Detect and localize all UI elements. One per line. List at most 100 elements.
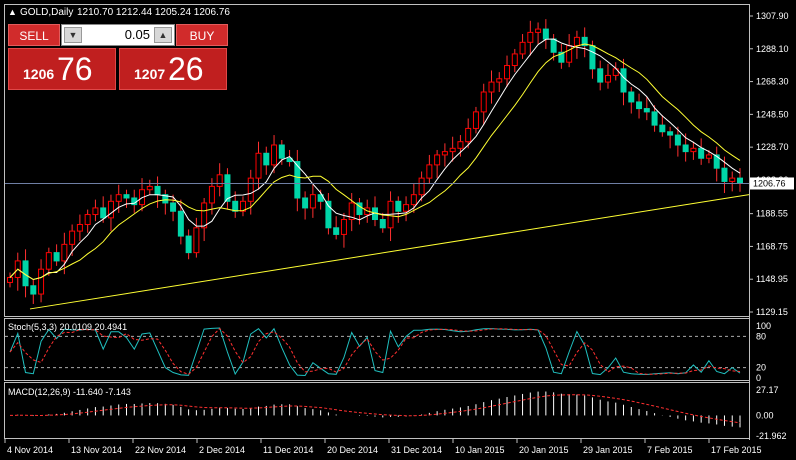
time-tick-label: 29 Jan 2015 — [583, 445, 633, 455]
candle-body — [519, 41, 526, 55]
trendline[interactable] — [29, 194, 750, 310]
candle-body — [92, 207, 99, 216]
price-tick-label: 1288.10 — [756, 44, 789, 54]
price-tick-label: 1248.50 — [756, 109, 789, 119]
candle-body — [573, 36, 580, 47]
buy-price-prefix: 1207 — [134, 66, 166, 82]
candle-body — [682, 144, 689, 153]
buy-price-box[interactable]: 1207 26 — [119, 48, 227, 90]
current-price-label: 1206.76 — [753, 178, 786, 188]
stoch-label: Stoch(5,3,3) 20.0109 20.4941 — [8, 322, 127, 332]
time-tick-label: 10 Jan 2015 — [455, 445, 505, 455]
candle-body — [558, 51, 565, 63]
candle-body — [61, 243, 68, 262]
candle-body — [667, 131, 674, 136]
lot-size-value[interactable]: 0.05 — [124, 27, 150, 42]
candle-body — [185, 235, 192, 254]
candle-body — [550, 38, 557, 53]
candle-body — [504, 65, 511, 80]
candle-body — [107, 200, 114, 219]
candle-body — [232, 200, 239, 212]
candle-body — [566, 45, 573, 63]
candle-body — [294, 161, 301, 199]
candle-body — [356, 202, 363, 216]
buy-price-big: 26 — [168, 51, 204, 87]
macd-signal-line — [9, 394, 741, 424]
candle-body — [441, 151, 448, 156]
candle-body — [115, 194, 122, 202]
candle-body — [76, 223, 83, 232]
stoch-main-line — [9, 327, 741, 377]
price-tick-label: 1129.15 — [756, 307, 788, 317]
candle-body — [154, 185, 161, 196]
candle-body — [170, 202, 177, 212]
candle-body — [410, 194, 417, 206]
candle-body — [604, 74, 611, 83]
candle-body — [698, 147, 705, 159]
candle-body — [255, 152, 262, 179]
chart-collapse-icon[interactable]: ▲ — [8, 7, 17, 17]
time-tick-label: 31 Dec 2014 — [391, 445, 442, 455]
candle-body — [201, 202, 208, 229]
ma-slow-line — [9, 43, 741, 281]
candle-body — [488, 81, 495, 93]
candle-body — [146, 185, 153, 191]
candle-body — [193, 227, 200, 254]
candle-body — [239, 200, 246, 212]
lot-increase-icon[interactable]: ▲ — [154, 27, 172, 43]
time-tick-label: 13 Nov 2014 — [71, 445, 122, 455]
candle-body — [651, 111, 658, 126]
current-price-tag — [750, 177, 794, 190]
candle-body — [426, 164, 433, 179]
price-tick-label: 1168.75 — [756, 241, 788, 251]
price-tick-label: 1268.30 — [756, 77, 789, 87]
time-tick-label: 22 Nov 2014 — [135, 445, 186, 455]
time-tick-label: 7 Feb 2015 — [647, 445, 693, 455]
candle-body — [348, 202, 355, 221]
candle-body — [705, 154, 712, 159]
lot-decrease-icon[interactable]: ▼ — [64, 27, 82, 43]
candle-body — [379, 219, 386, 229]
candle-body — [721, 167, 728, 182]
macd-tick-label: 0.00 — [756, 410, 774, 420]
price-tick-label: 1188.55 — [756, 209, 788, 219]
stoch-tick-label: 20 — [756, 363, 766, 373]
price-tick-label: 1307.90 — [756, 11, 789, 21]
candle-body — [659, 124, 666, 133]
chart-symbol: GOLD,Daily — [20, 7, 73, 18]
candle-body — [317, 194, 324, 202]
buy-button[interactable]: BUY — [176, 24, 228, 46]
candle-body — [84, 214, 91, 225]
candle-body — [224, 174, 231, 202]
candle-body — [247, 177, 254, 202]
candle-body — [628, 91, 635, 103]
candle-body — [162, 194, 169, 204]
candle-body — [403, 204, 410, 212]
sell-price-box[interactable]: 1206 76 — [8, 48, 116, 90]
sell-button[interactable]: SELL — [8, 24, 60, 46]
candle-body — [123, 194, 130, 199]
lot-size-field[interactable]: ▼ 0.05 ▲ — [61, 24, 175, 46]
candle-body — [309, 194, 316, 209]
candle-body — [38, 268, 45, 295]
candle-body — [535, 28, 542, 33]
candle-body — [737, 177, 743, 184]
candle-body — [581, 36, 588, 47]
candle-body — [449, 147, 456, 153]
candle-body — [480, 91, 487, 113]
candle-body — [457, 141, 464, 149]
candle-body — [496, 78, 503, 83]
candle-body — [620, 68, 627, 93]
price-tick-label: 1148.95 — [756, 274, 788, 284]
time-tick-label: 17 Feb 2015 — [711, 445, 762, 455]
candle-body — [597, 68, 604, 83]
candle-body — [45, 252, 52, 270]
candle-body — [100, 207, 107, 219]
sell-price-prefix: 1206 — [23, 66, 55, 82]
stoch-signal-line — [9, 327, 741, 375]
candle-body — [674, 134, 681, 146]
time-tick-label: 20 Dec 2014 — [327, 445, 378, 455]
candle-body — [589, 45, 596, 70]
